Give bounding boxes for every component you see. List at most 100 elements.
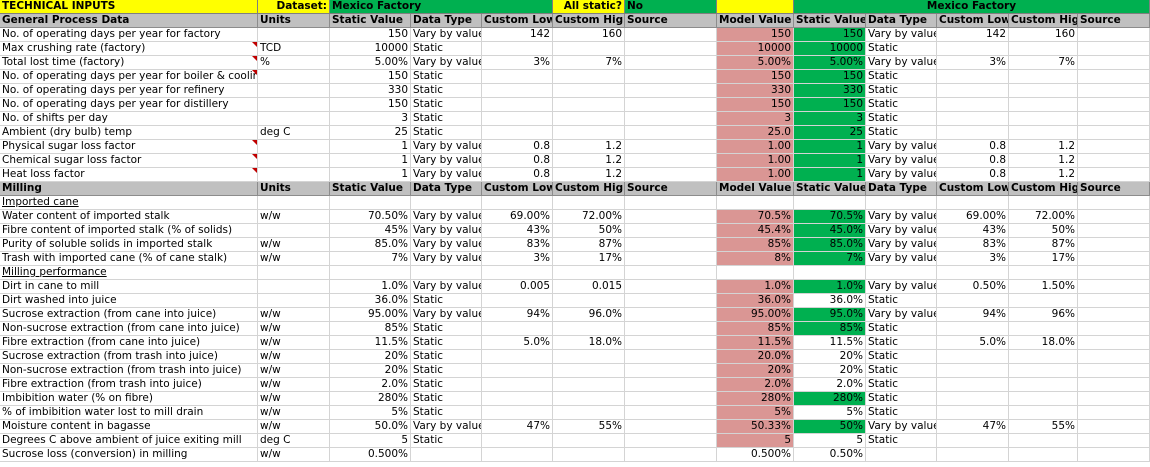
static-value-cell[interactable]: 11.5% bbox=[330, 336, 411, 350]
mirror-source-cell[interactable] bbox=[1078, 336, 1150, 350]
custom-low-cell[interactable]: 3% bbox=[482, 56, 553, 70]
source-cell[interactable] bbox=[625, 364, 717, 378]
mirror-custom-low-cell[interactable]: 43% bbox=[937, 224, 1009, 238]
header-parameter[interactable]: General Process Data bbox=[0, 14, 258, 28]
mirror-static-value-cell[interactable]: 36.0% bbox=[794, 294, 866, 308]
source-cell[interactable] bbox=[625, 280, 717, 294]
data-type-cell[interactable]: Vary by value bbox=[411, 224, 482, 238]
mirror-data-type-cell[interactable]: Static bbox=[866, 42, 937, 56]
mirror-data-type-cell[interactable]: Vary by value bbox=[866, 154, 937, 168]
model-value-cell[interactable]: 5% bbox=[717, 406, 794, 420]
mirror-source-cell[interactable] bbox=[1078, 140, 1150, 154]
units-cell[interactable]: % bbox=[258, 56, 330, 70]
dataset-label[interactable]: Dataset: bbox=[258, 0, 330, 14]
source-cell[interactable] bbox=[625, 406, 717, 420]
mirror-custom-high-cell[interactable] bbox=[1009, 112, 1078, 126]
mirror-static-value-cell[interactable]: 85% bbox=[794, 322, 866, 336]
mirror-dataset-title[interactable]: Mexico Factory bbox=[794, 0, 1150, 14]
data-type-cell[interactable]: Vary by value bbox=[411, 168, 482, 182]
custom-high-cell[interactable] bbox=[553, 98, 625, 112]
mirror-static-value-cell[interactable]: 280% bbox=[794, 392, 866, 406]
units-cell[interactable]: w/w bbox=[258, 448, 330, 462]
static-value-cell[interactable]: 1 bbox=[330, 168, 411, 182]
custom-high-cell[interactable] bbox=[553, 70, 625, 84]
mirror-data-type-cell[interactable]: Static bbox=[866, 84, 937, 98]
mirror-custom-high-cell[interactable] bbox=[1009, 70, 1078, 84]
header-source[interactable]: Source bbox=[625, 182, 717, 196]
mirror-custom-high-cell[interactable]: 18.0% bbox=[1009, 336, 1078, 350]
header-static-value[interactable]: Static Value bbox=[330, 14, 411, 28]
parameter-cell[interactable]: Max crushing rate (factory) bbox=[0, 42, 258, 56]
mirror-custom-high-cell[interactable] bbox=[1009, 392, 1078, 406]
source-cell[interactable] bbox=[625, 210, 717, 224]
mirror-static-value-cell[interactable]: 5.00% bbox=[794, 56, 866, 70]
parameter-cell[interactable]: Physical sugar loss factor bbox=[0, 140, 258, 154]
source-cell[interactable] bbox=[625, 56, 717, 70]
mirror-source-cell[interactable] bbox=[1078, 154, 1150, 168]
mirror-custom-low-cell[interactable]: 94% bbox=[937, 308, 1009, 322]
source-cell[interactable] bbox=[625, 448, 717, 462]
mirror-custom-high-cell[interactable]: 17% bbox=[1009, 252, 1078, 266]
custom-high-cell[interactable] bbox=[553, 42, 625, 56]
static-value-cell[interactable]: 25 bbox=[330, 126, 411, 140]
mirror-static-value-cell[interactable]: 1.0% bbox=[794, 280, 866, 294]
custom-high-cell[interactable] bbox=[553, 448, 625, 462]
mirror-custom-low-cell[interactable]: 142 bbox=[937, 28, 1009, 42]
mirror-source-cell[interactable] bbox=[1078, 168, 1150, 182]
parameter-cell[interactable]: Dirt in cane to mill bbox=[0, 280, 258, 294]
data-type-cell[interactable]: Static bbox=[411, 392, 482, 406]
static-value-cell[interactable]: 5% bbox=[330, 406, 411, 420]
custom-high-cell[interactable]: 1.2 bbox=[553, 154, 625, 168]
parameter-cell[interactable]: Sucrose extraction (from trash into juic… bbox=[0, 350, 258, 364]
static-value-cell[interactable]: 330 bbox=[330, 84, 411, 98]
mirror-data-type-cell[interactable]: Vary by value bbox=[866, 56, 937, 70]
custom-low-cell[interactable] bbox=[482, 70, 553, 84]
header-mirror-source[interactable]: Source bbox=[1078, 14, 1150, 28]
data-type-cell[interactable]: Vary by value bbox=[411, 308, 482, 322]
static-value-cell[interactable]: 70.50% bbox=[330, 210, 411, 224]
mirror-static-value-cell[interactable]: 5 bbox=[794, 434, 866, 448]
mirror-custom-high-cell[interactable] bbox=[1009, 126, 1078, 140]
mirror-data-type-cell[interactable]: Static bbox=[866, 378, 937, 392]
all-static-label[interactable]: All static? bbox=[553, 0, 625, 14]
parameter-cell[interactable]: Fibre extraction (from cane into juice) bbox=[0, 336, 258, 350]
header-mirror-custom-high[interactable]: Custom High bbox=[1009, 14, 1078, 28]
mirror-static-value-cell[interactable]: 50% bbox=[794, 420, 866, 434]
units-cell[interactable]: TCD bbox=[258, 42, 330, 56]
header-custom-high[interactable]: Custom High bbox=[553, 182, 625, 196]
mirror-static-value-cell[interactable]: 1 bbox=[794, 168, 866, 182]
mirror-custom-high-cell[interactable] bbox=[1009, 364, 1078, 378]
mirror-source-cell[interactable] bbox=[1078, 126, 1150, 140]
mirror-static-value-cell[interactable]: 1 bbox=[794, 140, 866, 154]
units-cell[interactable] bbox=[258, 154, 330, 168]
mirror-data-type-cell[interactable]: Static bbox=[866, 350, 937, 364]
mirror-source-cell[interactable] bbox=[1078, 84, 1150, 98]
custom-high-cell[interactable]: 72.00% bbox=[553, 210, 625, 224]
custom-high-cell[interactable] bbox=[553, 392, 625, 406]
units-cell[interactable] bbox=[258, 84, 330, 98]
custom-high-cell[interactable]: 1.2 bbox=[553, 140, 625, 154]
source-cell[interactable] bbox=[625, 84, 717, 98]
mirror-custom-low-cell[interactable] bbox=[937, 112, 1009, 126]
custom-low-cell[interactable]: 5.0% bbox=[482, 336, 553, 350]
mirror-custom-high-cell[interactable]: 1.2 bbox=[1009, 168, 1078, 182]
mirror-custom-low-cell[interactable] bbox=[937, 406, 1009, 420]
units-cell[interactable]: w/w bbox=[258, 406, 330, 420]
custom-low-cell[interactable]: 43% bbox=[482, 224, 553, 238]
mirror-data-type-cell[interactable]: Static bbox=[866, 336, 937, 350]
parameter-cell[interactable]: Moisture content in bagasse bbox=[0, 420, 258, 434]
static-value-cell[interactable]: 150 bbox=[330, 70, 411, 84]
parameter-cell[interactable]: Degrees C above ambient of juice exiting… bbox=[0, 434, 258, 448]
custom-high-cell[interactable]: 55% bbox=[553, 420, 625, 434]
source-cell[interactable] bbox=[625, 434, 717, 448]
data-type-cell[interactable]: Vary by value bbox=[411, 420, 482, 434]
mirror-source-cell[interactable] bbox=[1078, 308, 1150, 322]
subsection-label[interactable]: Milling performance bbox=[0, 266, 258, 280]
units-cell[interactable]: w/w bbox=[258, 252, 330, 266]
parameter-cell[interactable]: Purity of soluble solids in imported sta… bbox=[0, 238, 258, 252]
mirror-static-value-cell[interactable]: 3 bbox=[794, 112, 866, 126]
mirror-data-type-cell[interactable]: Vary by value bbox=[866, 308, 937, 322]
mirror-custom-low-cell[interactable] bbox=[937, 378, 1009, 392]
mirror-static-value-cell[interactable]: 5% bbox=[794, 406, 866, 420]
mirror-data-type-cell[interactable]: Static bbox=[866, 126, 937, 140]
